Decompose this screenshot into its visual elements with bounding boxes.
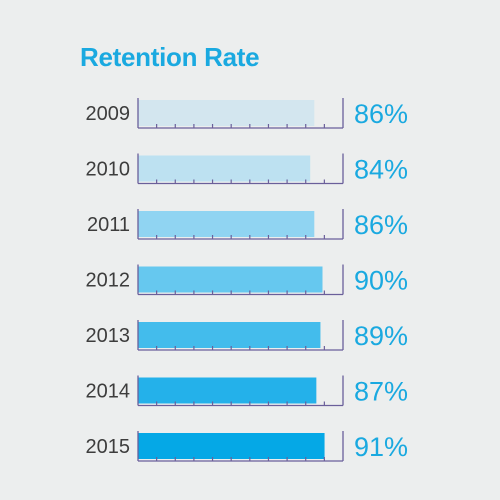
bar-2012 [138,266,323,293]
bar-row-2012: 2012 90% [86,264,408,296]
category-label-2010: 2010 [86,159,131,181]
bar-row-2009: 2009 86% [86,98,408,129]
category-label-2013: 2013 [86,325,131,347]
value-label-2015: 91% [354,432,408,462]
bar-row-2010: 2010 84% [86,153,408,185]
value-label-2010: 84% [354,155,408,185]
value-label-2011: 86% [354,210,408,240]
category-label-2015: 2015 [86,436,131,458]
bar-2010 [138,155,311,182]
category-label-2009: 2009 [86,103,131,125]
bar-row-2011: 2011 86% [87,209,408,240]
value-label-2013: 89% [354,321,408,351]
value-label-2012: 90% [354,266,408,296]
bar-row-2013: 2013 89% [86,320,408,351]
bar-row-2015: 2015 91% [86,431,408,462]
bar-2013 [138,322,321,348]
category-label-2012: 2012 [86,270,131,292]
bar-2011 [138,211,315,237]
bar-2015 [138,433,325,459]
value-label-2014: 87% [354,377,408,407]
category-label-2014: 2014 [86,381,131,403]
value-label-2009: 86% [354,99,408,129]
category-label-2011: 2011 [87,214,130,236]
chart-title: Retention Rate [80,42,260,72]
bar-row-2014: 2014 87% [86,375,408,407]
bar-2014 [138,377,317,404]
bar-2009 [138,100,315,126]
